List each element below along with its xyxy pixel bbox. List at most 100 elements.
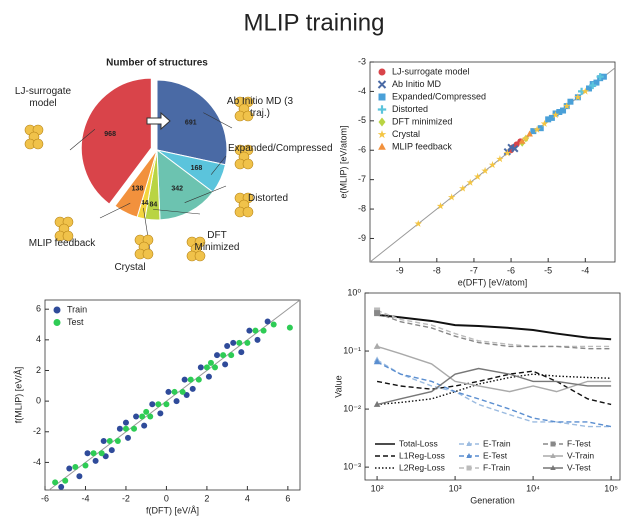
series-line (377, 360, 611, 427)
legend-label: Total-Loss (399, 438, 438, 448)
legend-marker (379, 69, 386, 76)
slide: MLIP training Number of structures 691 168… (0, 0, 628, 518)
slice-label: Distorted (238, 193, 298, 205)
y-tick-label: 4 (36, 334, 41, 344)
legend-label: Crystal (392, 129, 420, 139)
legend-marker (54, 307, 61, 314)
y-tick-label: -4 (358, 86, 366, 96)
crystal-icon (33, 139, 43, 149)
point (198, 364, 204, 370)
point (123, 426, 129, 432)
point (238, 349, 244, 355)
legend-label: V-Test (567, 462, 591, 472)
y-tick-label: -4 (33, 457, 41, 467)
x-tick-label: 10³ (449, 483, 462, 493)
slice-value: 968 (104, 131, 116, 138)
slice-value: 84 (150, 201, 158, 208)
point (204, 364, 210, 370)
point (196, 377, 202, 383)
slide-graphics: MLIP training Number of structures 691 168… (0, 0, 628, 518)
point (123, 420, 129, 426)
series-line (377, 371, 611, 404)
point (220, 352, 226, 358)
series-line (377, 310, 611, 346)
y-tick-label: -8 (358, 203, 366, 213)
y-tick-label: -3 (358, 56, 366, 66)
pie-title: Number of structures (106, 58, 208, 69)
legend-label: L1Reg-Loss (399, 450, 445, 460)
x-tick-label: -7 (470, 265, 478, 275)
point (62, 478, 68, 484)
x-tick-label: 4 (245, 493, 250, 503)
slice-label: Crystal (100, 262, 160, 274)
point (91, 450, 97, 456)
point (125, 435, 131, 441)
y-tick-label: 0 (36, 396, 41, 406)
legend-label: Test (67, 317, 84, 327)
y-axis-label: f(MLIP) [eV/Å] (13, 367, 23, 424)
point (222, 361, 228, 367)
y-tick-label: -5 (358, 115, 366, 125)
point (174, 398, 180, 404)
y-axis-label: e(MLIP) [eV/atom] (338, 125, 348, 198)
slice-value: 691 (185, 120, 197, 127)
slice-value: 168 (191, 165, 203, 172)
x-tick-label: -4 (581, 265, 589, 275)
y-axis-label: Value (333, 375, 343, 397)
legend-label: L2Reg-Loss (399, 462, 445, 472)
x-tick-label: -9 (396, 265, 404, 275)
x-tick-label: 10⁵ (604, 483, 618, 493)
point (141, 423, 147, 429)
series-line (377, 315, 611, 339)
x-tick-label: 0 (164, 493, 169, 503)
y-tick-label: 2 (36, 365, 41, 375)
legend-marker (378, 105, 386, 113)
legend-marker (54, 319, 61, 326)
y-tick-label: 10⁻² (343, 403, 361, 413)
point (93, 458, 99, 464)
point (157, 410, 163, 416)
legend-label: DFT minimized (392, 116, 452, 126)
point (149, 401, 155, 407)
point (244, 340, 250, 346)
y-tick-label: 10⁰ (347, 287, 361, 297)
legend-label: F-Train (483, 462, 510, 472)
point (190, 386, 196, 392)
point (182, 377, 188, 383)
legend-marker (378, 130, 387, 138)
point (117, 426, 123, 432)
crystal-icon (143, 249, 153, 259)
crystal-icon (243, 207, 253, 217)
point (188, 377, 194, 383)
slide-title: MLIP training (244, 9, 385, 36)
point (261, 328, 267, 334)
crystal-icon (243, 159, 253, 169)
point (236, 340, 242, 346)
point (246, 328, 252, 334)
point (228, 352, 234, 358)
point (85, 450, 91, 456)
x-axis-label: f(DFT) [eV/Å] (146, 505, 199, 515)
point (133, 413, 139, 419)
legend-label: MLIP feedback (392, 141, 452, 151)
point (255, 337, 261, 343)
point (109, 447, 115, 453)
x-tick-label: -2 (122, 493, 130, 503)
x-tick-label: 6 (285, 493, 290, 503)
legend-label: Distorted (392, 104, 428, 114)
y-tick-label: 10⁻¹ (343, 345, 361, 355)
x-tick-label: -6 (507, 265, 515, 275)
point (230, 340, 236, 346)
point (214, 352, 220, 358)
point (107, 438, 113, 444)
point (76, 473, 82, 479)
y-tick-label: -6 (358, 145, 366, 155)
x-tick-label: -6 (41, 493, 49, 503)
y-tick-label: 6 (36, 304, 41, 314)
legend-marker (379, 94, 386, 101)
slice-value: 342 (171, 185, 183, 192)
x-tick-label: -4 (81, 493, 89, 503)
point (265, 318, 271, 324)
legend-marker (551, 442, 556, 447)
x-axis-label: e(DFT) [eV/atom] (458, 277, 528, 287)
